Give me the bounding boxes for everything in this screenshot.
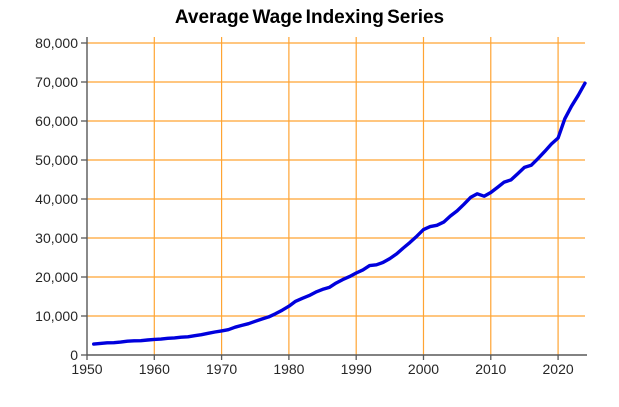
wage-series-line xyxy=(91,81,587,346)
x-tick-label: 1990 xyxy=(341,361,372,377)
y-tick-label: 0 xyxy=(70,347,78,363)
x-tick-label: 1960 xyxy=(139,361,170,377)
y-tick-label: 20,000 xyxy=(35,269,78,285)
y-tick-label: 30,000 xyxy=(35,230,78,246)
x-tick-label: 1950 xyxy=(71,361,102,377)
x-tick-label: 1980 xyxy=(273,361,304,377)
y-tick-label: 50,000 xyxy=(35,152,78,168)
chart-title: Average Wage Indexing Series xyxy=(174,7,445,28)
y-tick-label: 70,000 xyxy=(35,74,78,90)
y-tick-label: 10,000 xyxy=(35,308,78,324)
x-tick-label: 2010 xyxy=(475,361,506,377)
y-tick-label: 80,000 xyxy=(35,35,78,51)
y-tick-label: 60,000 xyxy=(35,113,78,129)
x-tick-label: 2000 xyxy=(408,361,439,377)
y-tick-label: 40,000 xyxy=(35,191,78,207)
x-tick-label: 1970 xyxy=(206,361,237,377)
x-tick-label: 2020 xyxy=(543,361,574,377)
